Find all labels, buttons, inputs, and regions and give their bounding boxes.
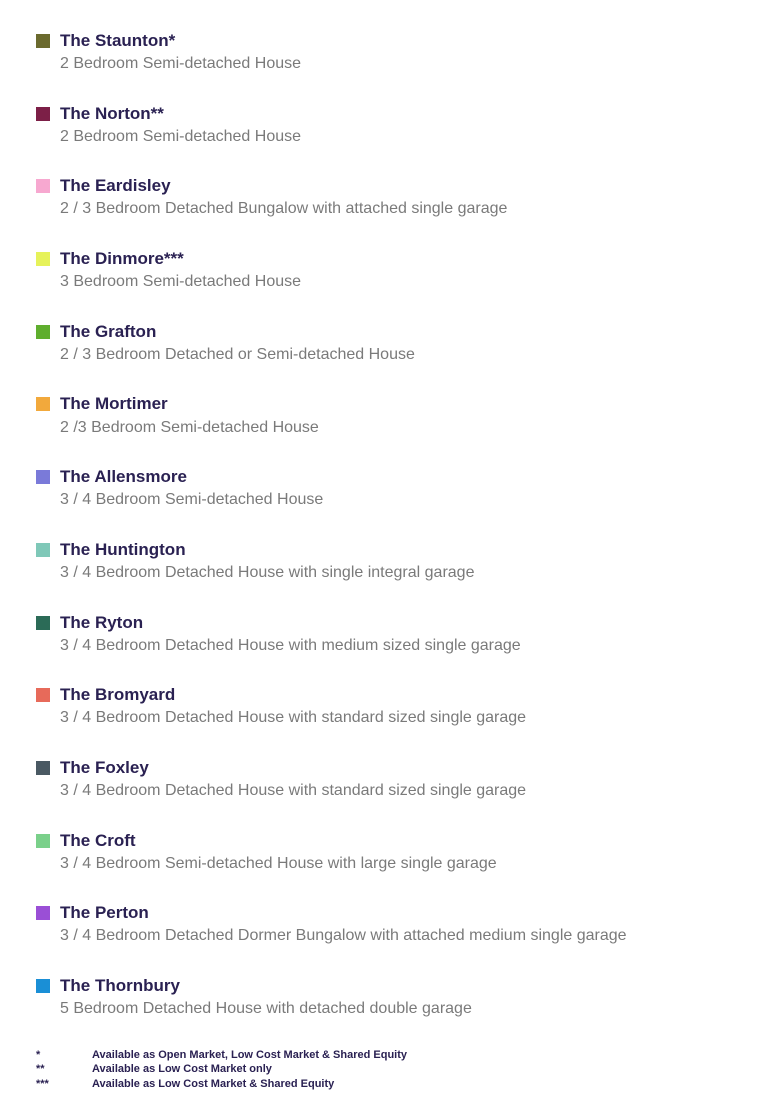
legend-item-desc: 2 Bedroom Semi-detached House [60, 126, 735, 148]
legend-item-title: The Staunton* [60, 30, 735, 52]
legend-item: The Staunton*2 Bedroom Semi-detached Hou… [36, 30, 735, 75]
color-swatch [36, 470, 50, 484]
legend-item-title: The Thornbury [60, 975, 735, 997]
color-swatch [36, 979, 50, 993]
legend-item: The Eardisley2 / 3 Bedroom Detached Bung… [36, 175, 735, 220]
legend-item-title: The Eardisley [60, 175, 735, 197]
color-swatch [36, 543, 50, 557]
legend-item-title: The Ryton [60, 612, 735, 634]
legend-item-text: The Mortimer2 /3 Bedroom Semi-detached H… [60, 393, 735, 438]
footnote-text: Available as Low Cost Market only [92, 1062, 272, 1077]
legend-item-title: The Perton [60, 902, 735, 924]
legend-item-desc: 3 / 4 Bedroom Detached Dormer Bungalow w… [60, 925, 735, 947]
legend-item: The Ryton3 / 4 Bedroom Detached House wi… [36, 612, 735, 657]
legend-item-title: The Norton** [60, 103, 735, 125]
legend-item-desc: 3 Bedroom Semi-detached House [60, 271, 735, 293]
legend-list: The Staunton*2 Bedroom Semi-detached Hou… [36, 30, 735, 1020]
legend-item: The Mortimer2 /3 Bedroom Semi-detached H… [36, 393, 735, 438]
legend-item-desc: 3 / 4 Bedroom Semi-detached House with l… [60, 853, 735, 875]
legend-item: The Allensmore3 / 4 Bedroom Semi-detache… [36, 466, 735, 511]
color-swatch [36, 688, 50, 702]
legend-item-desc: 5 Bedroom Detached House with detached d… [60, 998, 735, 1020]
footnote-row: *Available as Open Market, Low Cost Mark… [36, 1048, 735, 1063]
footnote-row: **Available as Low Cost Market only [36, 1062, 735, 1077]
legend-item-desc: 3 / 4 Bedroom Detached House with standa… [60, 780, 735, 802]
legend-item-title: The Foxley [60, 757, 735, 779]
legend-item-text: The Croft3 / 4 Bedroom Semi-detached Hou… [60, 830, 735, 875]
legend-item: The Huntington3 / 4 Bedroom Detached Hou… [36, 539, 735, 584]
legend-item-text: The Perton3 / 4 Bedroom Detached Dormer … [60, 902, 735, 947]
legend-item: The Perton3 / 4 Bedroom Detached Dormer … [36, 902, 735, 947]
legend-item: The Foxley3 / 4 Bedroom Detached House w… [36, 757, 735, 802]
footnote-text: Available as Open Market, Low Cost Marke… [92, 1048, 407, 1063]
legend-item-title: The Mortimer [60, 393, 735, 415]
color-swatch [36, 761, 50, 775]
legend-item-title: The Allensmore [60, 466, 735, 488]
legend-item-text: The Eardisley2 / 3 Bedroom Detached Bung… [60, 175, 735, 220]
legend-item: The Grafton2 / 3 Bedroom Detached or Sem… [36, 321, 735, 366]
legend-item-desc: 3 / 4 Bedroom Detached House with medium… [60, 635, 735, 657]
legend-item-text: The Allensmore3 / 4 Bedroom Semi-detache… [60, 466, 735, 511]
legend-item: The Croft3 / 4 Bedroom Semi-detached Hou… [36, 830, 735, 875]
legend-item-title: The Grafton [60, 321, 735, 343]
legend-item-desc: 3 / 4 Bedroom Detached House with standa… [60, 707, 735, 729]
color-swatch [36, 179, 50, 193]
legend-item-text: The Foxley3 / 4 Bedroom Detached House w… [60, 757, 735, 802]
legend-item: The Bromyard3 / 4 Bedroom Detached House… [36, 684, 735, 729]
legend-item: The Thornbury5 Bedroom Detached House wi… [36, 975, 735, 1020]
color-swatch [36, 397, 50, 411]
footnote-symbol: ** [36, 1062, 92, 1077]
legend-item-text: The Ryton3 / 4 Bedroom Detached House wi… [60, 612, 735, 657]
color-swatch [36, 834, 50, 848]
legend-item-title: The Croft [60, 830, 735, 852]
legend-item-text: The Norton**2 Bedroom Semi-detached Hous… [60, 103, 735, 148]
legend-item-desc: 2 / 3 Bedroom Detached or Semi-detached … [60, 344, 735, 366]
footnote-text: Available as Low Cost Market & Shared Eq… [92, 1077, 334, 1092]
footnote-row: ***Available as Low Cost Market & Shared… [36, 1077, 735, 1092]
legend-item-text: The Grafton2 / 3 Bedroom Detached or Sem… [60, 321, 735, 366]
legend-item-text: The Dinmore***3 Bedroom Semi-detached Ho… [60, 248, 735, 293]
legend-item-desc: 3 / 4 Bedroom Detached House with single… [60, 562, 735, 584]
legend-item-title: The Huntington [60, 539, 735, 561]
legend-item-title: The Dinmore*** [60, 248, 735, 270]
color-swatch [36, 616, 50, 630]
legend-item-text: The Bromyard3 / 4 Bedroom Detached House… [60, 684, 735, 729]
legend-item-desc: 2 / 3 Bedroom Detached Bungalow with att… [60, 198, 735, 220]
color-swatch [36, 34, 50, 48]
color-swatch [36, 107, 50, 121]
legend-item: The Dinmore***3 Bedroom Semi-detached Ho… [36, 248, 735, 293]
footnote-symbol: *** [36, 1077, 92, 1092]
legend-item: The Norton**2 Bedroom Semi-detached Hous… [36, 103, 735, 148]
legend-item-text: The Huntington3 / 4 Bedroom Detached Hou… [60, 539, 735, 584]
legend-item-desc: 3 / 4 Bedroom Semi-detached House [60, 489, 735, 511]
color-swatch [36, 325, 50, 339]
legend-item-text: The Thornbury5 Bedroom Detached House wi… [60, 975, 735, 1020]
footnote-symbol: * [36, 1048, 92, 1063]
color-swatch [36, 906, 50, 920]
legend-item-desc: 2 /3 Bedroom Semi-detached House [60, 417, 735, 439]
legend-item-text: The Staunton*2 Bedroom Semi-detached Hou… [60, 30, 735, 75]
footnotes: *Available as Open Market, Low Cost Mark… [36, 1048, 735, 1093]
color-swatch [36, 252, 50, 266]
legend-item-desc: 2 Bedroom Semi-detached House [60, 53, 735, 75]
legend-item-title: The Bromyard [60, 684, 735, 706]
